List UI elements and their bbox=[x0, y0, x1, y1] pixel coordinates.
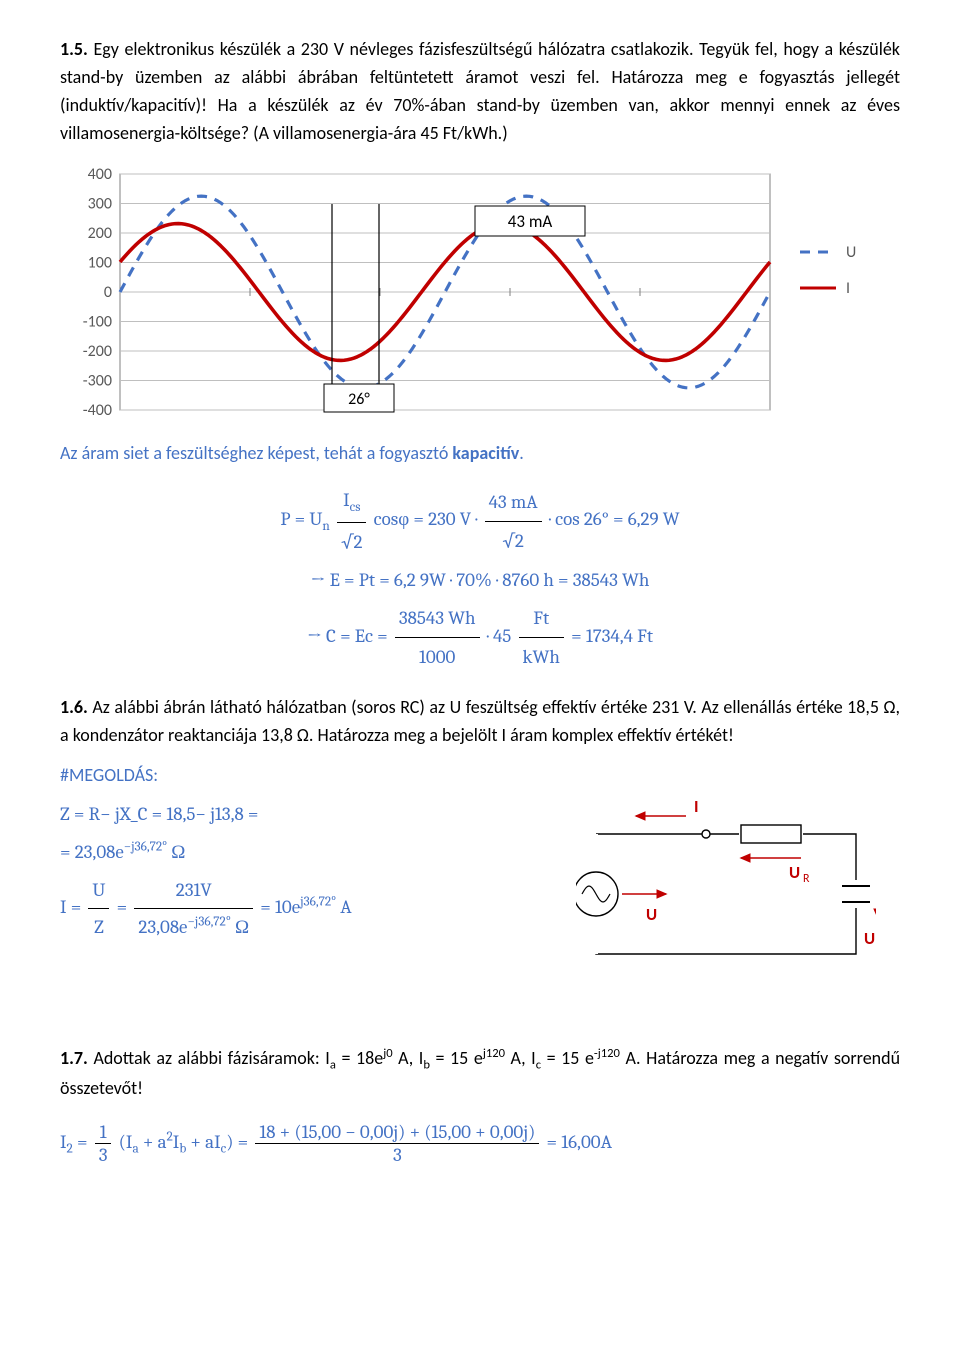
svg-text:43 mA: 43 mA bbox=[508, 211, 553, 232]
svg-text:U: U bbox=[846, 243, 856, 262]
text-1-5: Egy elektronikus készülék a 230 V névleg… bbox=[60, 38, 900, 144]
svg-text:U: U bbox=[864, 928, 875, 949]
soln-1-6-eqs: Z = R− jX_C = 18,5− j13,8 = = 23,08e−j36… bbox=[60, 794, 540, 947]
eq-E: → E = Pt = 6,2 9W · 70% · 8760 h = 38543… bbox=[60, 561, 900, 599]
soln-1-6-row: Z = R− jX_C = 18,5− j13,8 = = 23,08e−j36… bbox=[60, 794, 900, 984]
svg-text:26°: 26° bbox=[348, 390, 370, 409]
heading-1-6: 1.6. bbox=[60, 696, 88, 718]
soln-1-5-lead: Az áram siet a feszültséghez képest, teh… bbox=[60, 440, 900, 468]
problem-1-7: 1.7. Adottak az alábbi fázisáramok: Ia =… bbox=[60, 1044, 900, 1103]
svg-text:300: 300 bbox=[88, 194, 112, 213]
svg-text:U: U bbox=[646, 904, 657, 925]
eq-P: P = Un Ics√2 cosφ = 230 V · 43 mA√2 · co… bbox=[60, 481, 900, 560]
soln-1-5-eqs: P = Un Ics√2 cosφ = 230 V · 43 mA√2 · co… bbox=[60, 481, 900, 675]
svg-text:U: U bbox=[789, 862, 800, 883]
svg-text:200: 200 bbox=[88, 224, 112, 243]
svg-text:-200: -200 bbox=[83, 342, 112, 361]
problem-1-6: 1.6. Az alábbi ábrán látható hálózatban … bbox=[60, 694, 900, 750]
heading-1-5: 1.5. bbox=[60, 38, 88, 60]
text-1-6: Az alábbi ábrán látható hálózatban (soro… bbox=[60, 696, 900, 746]
heading-1-7: 1.7. bbox=[60, 1047, 88, 1069]
svg-text:I: I bbox=[846, 279, 850, 298]
eq-C: → C = Ec = 38543 Wh1000 · 45 FtkWh = 173… bbox=[60, 599, 900, 676]
svg-text:0: 0 bbox=[104, 283, 112, 302]
rc-circuit: IUURUC bbox=[576, 794, 876, 984]
svg-text:400: 400 bbox=[88, 165, 112, 184]
svg-text:100: 100 bbox=[88, 253, 112, 272]
svg-text:-300: -300 bbox=[83, 371, 112, 390]
svg-text:I: I bbox=[694, 796, 699, 817]
sine-chart: -400 -300 -200 -100 0 100 200 300 400 UI 43 mA 26° bbox=[60, 162, 900, 422]
svg-text:-100: -100 bbox=[83, 312, 112, 331]
soln-1-7-eq: I2 = 13 (Ia + a2Ib + aIc) = 18 + (15,00 … bbox=[60, 1121, 900, 1166]
rc-circuit-svg: IUURUC bbox=[576, 794, 876, 984]
svg-text:R: R bbox=[803, 872, 810, 886]
sine-chart-svg: -400 -300 -200 -100 0 100 200 300 400 UI 43 mA 26° bbox=[60, 162, 900, 422]
problem-1-5: 1.5. Egy elektronikus készülék a 230 V n… bbox=[60, 36, 900, 148]
solution-hash: #MEGOLDÁS: bbox=[60, 764, 900, 786]
svg-text:-400: -400 bbox=[83, 401, 112, 420]
